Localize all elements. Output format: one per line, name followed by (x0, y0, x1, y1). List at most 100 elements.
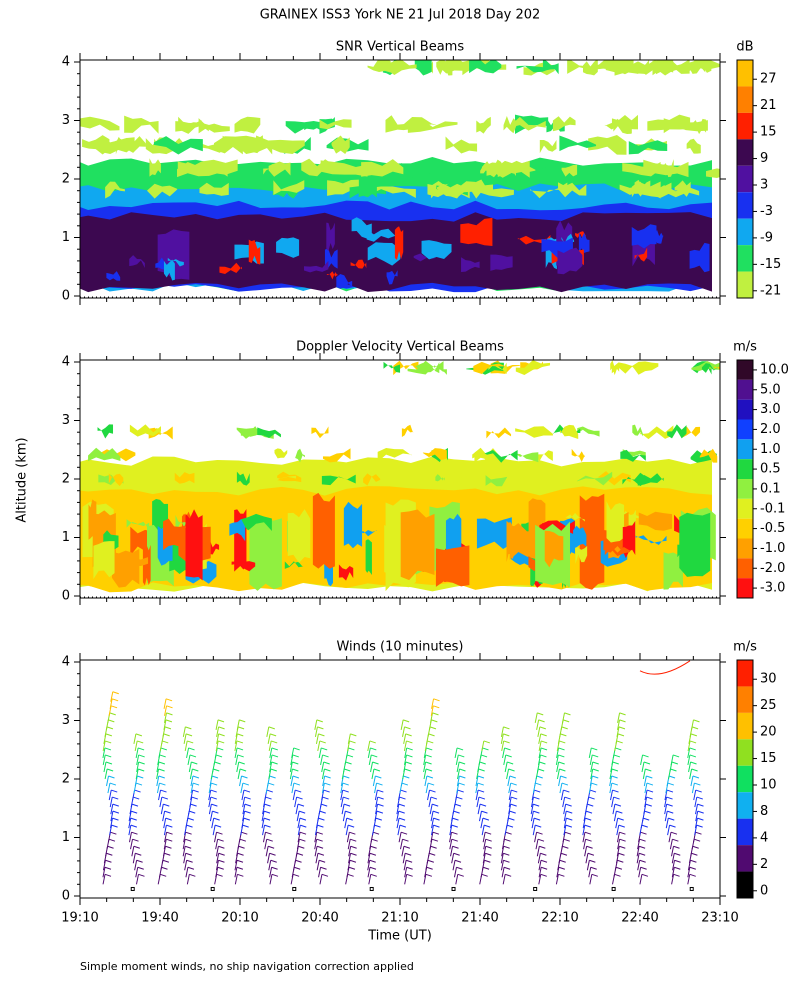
y-tick-label: 1 (62, 530, 70, 545)
wind-barb (619, 831, 626, 835)
wind-barb (591, 747, 598, 751)
wind-barb (111, 789, 118, 793)
wind-barb (404, 867, 408, 878)
wind-barb (503, 740, 510, 744)
wind-barb (558, 866, 565, 870)
wind-barb (689, 740, 697, 744)
wind-barb (457, 873, 464, 877)
colorbar-segment (737, 60, 753, 87)
wind-barb (292, 768, 299, 772)
wind-barb (350, 838, 357, 842)
wind-barb (501, 740, 505, 752)
field-patch (93, 541, 115, 580)
wind-barb (192, 789, 199, 793)
field-patch (560, 424, 579, 439)
wind-barb (212, 825, 216, 836)
wind-barb (689, 768, 693, 780)
wind-barb (672, 838, 679, 842)
wind-barb (165, 817, 172, 821)
wind-barb (482, 747, 489, 751)
y-tick-label: 0 (62, 289, 70, 304)
wind-barb (190, 775, 194, 787)
field-patch (198, 118, 230, 134)
wind-barb (646, 775, 653, 779)
wind-barb (484, 859, 491, 863)
wind-barb (269, 867, 273, 878)
wind-barb (674, 859, 681, 863)
wind-barb (428, 796, 432, 808)
field-patch (274, 448, 288, 459)
wind-barb (111, 698, 119, 702)
field-patch (461, 257, 480, 273)
wind-barb (564, 712, 571, 716)
wind-barb (425, 768, 433, 772)
field-patch (437, 183, 464, 199)
field-patch (407, 118, 458, 133)
wind-barb (323, 789, 330, 793)
wind-barb (589, 859, 596, 863)
colorbar-label: 5.0 (760, 382, 781, 397)
wind-barb (669, 824, 676, 828)
wind-barb (539, 761, 546, 765)
wind-barb (267, 733, 271, 744)
field-patch (490, 254, 513, 271)
wind-barb (427, 789, 431, 801)
wind-barb (371, 754, 378, 758)
panel: SNR Vertical Beams 0 1 2 3 4 dB 27 21 15 9 3 -3 -9 -15… (62, 40, 781, 305)
wind-barb (505, 873, 512, 877)
wind-barb (478, 796, 486, 800)
wind-barb (687, 867, 691, 878)
wind-barb (190, 803, 197, 807)
field-patch (576, 471, 613, 486)
wind-barb (159, 796, 163, 808)
wind-barb (186, 874, 190, 885)
wind-barb (292, 761, 299, 765)
wind-barb (538, 747, 542, 759)
wind-barb (217, 838, 224, 842)
wind-barb (536, 831, 543, 835)
wind-barb (396, 811, 400, 822)
wind-barb (318, 859, 326, 863)
wind-barb (403, 740, 407, 752)
wind-barb (592, 768, 599, 772)
wind-barb (131, 831, 138, 835)
wind-barb (592, 754, 599, 758)
wind-barb (404, 726, 411, 730)
wind-barb (611, 775, 618, 779)
wind-barb (265, 846, 269, 857)
wind-barb (480, 754, 488, 758)
wind-barb (429, 804, 433, 815)
wind-barb (643, 761, 651, 765)
wind-barb (592, 761, 599, 765)
wind-barb (692, 845, 699, 849)
wind-barb (617, 712, 621, 723)
wind-barb (405, 733, 412, 737)
wind-barb (565, 824, 573, 828)
colorbar-segment (737, 518, 753, 539)
wind-barb (530, 811, 534, 822)
wind-barb (564, 796, 571, 800)
wind-barb (558, 754, 565, 758)
field-patch (667, 424, 687, 439)
wind-barb (433, 705, 440, 709)
wind-barb (271, 873, 279, 877)
x-tick-label: 22:40 (621, 911, 658, 926)
wind-barb (346, 817, 353, 821)
field-patch (97, 424, 114, 439)
wind-barb (641, 824, 648, 828)
wind-barb (636, 853, 640, 864)
wind-barb (347, 860, 351, 871)
field-patch (634, 247, 648, 262)
wind-barb (186, 747, 190, 759)
wind-barb (268, 726, 275, 730)
field-patch (98, 474, 124, 486)
field-patch (486, 427, 512, 439)
wind-barb (478, 768, 485, 772)
colorbar-segment (737, 498, 753, 519)
field-patch (604, 137, 619, 149)
wind-barb (112, 810, 120, 814)
field-patch (684, 60, 720, 73)
wind-barb (427, 740, 434, 744)
wind-barb (156, 782, 160, 794)
wind-barb (164, 705, 168, 716)
